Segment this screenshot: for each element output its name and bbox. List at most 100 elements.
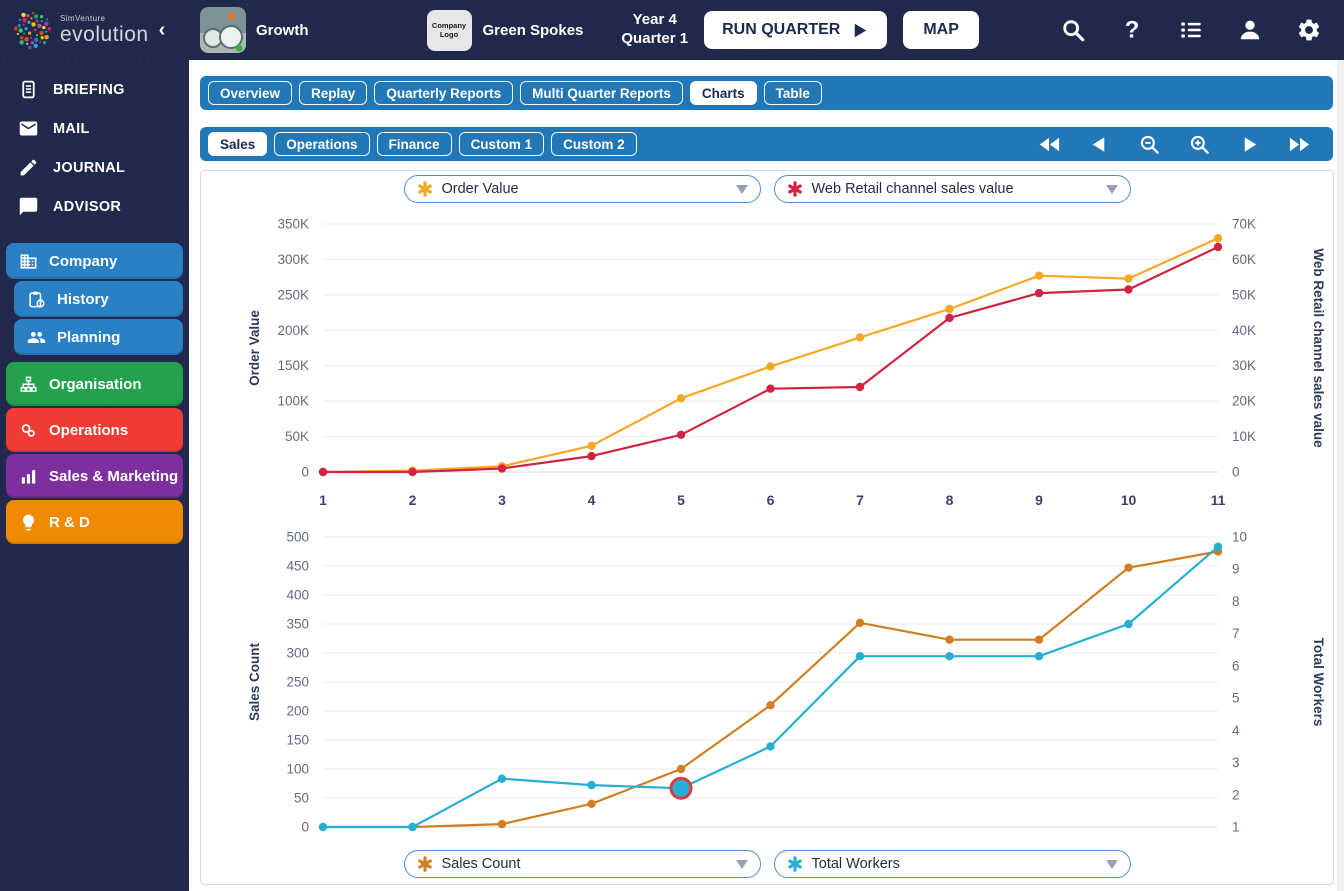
svg-text:10: 10 bbox=[1120, 492, 1136, 508]
data-point[interactable] bbox=[497, 820, 505, 828]
play-icon bbox=[850, 21, 869, 40]
list-icon[interactable] bbox=[1178, 17, 1204, 43]
sidebar-section-history[interactable]: History bbox=[14, 281, 183, 317]
data-point[interactable] bbox=[1034, 636, 1042, 644]
svg-text:5: 5 bbox=[677, 492, 685, 508]
data-point[interactable] bbox=[587, 442, 595, 450]
data-point[interactable] bbox=[587, 781, 595, 789]
data-point[interactable] bbox=[497, 775, 505, 783]
sidebar-section-r-d[interactable]: R & D bbox=[6, 500, 183, 544]
tab-multi-quarter-reports[interactable]: Multi Quarter Reports bbox=[520, 81, 683, 105]
run-quarter-button[interactable]: RUN QUARTER bbox=[704, 11, 887, 49]
data-point[interactable] bbox=[1213, 243, 1221, 251]
svg-text:2: 2 bbox=[408, 492, 416, 508]
data-point[interactable] bbox=[855, 652, 863, 660]
data-point[interactable] bbox=[676, 431, 684, 439]
data-point[interactable] bbox=[766, 701, 774, 709]
data-point[interactable] bbox=[1213, 234, 1221, 242]
journal-icon bbox=[18, 157, 39, 178]
sidebar-section-sales-marketing[interactable]: Sales & Marketing bbox=[6, 454, 183, 498]
zoom-out-button[interactable] bbox=[1138, 133, 1161, 156]
sidebar-section-planning[interactable]: Planning bbox=[14, 319, 183, 355]
subtab-sales[interactable]: Sales bbox=[208, 132, 267, 156]
subtab-custom-1[interactable]: Custom 1 bbox=[459, 132, 545, 156]
svg-text:50K: 50K bbox=[284, 429, 308, 444]
sidebar-item-mail[interactable]: MAIL bbox=[0, 109, 189, 148]
data-point[interactable] bbox=[497, 464, 505, 472]
data-point[interactable] bbox=[318, 823, 326, 831]
chart-top-svg[interactable]: 050K100K150K200K250K300K350K010K20K30K40… bbox=[205, 208, 1330, 513]
data-point[interactable] bbox=[1124, 274, 1132, 282]
data-point[interactable] bbox=[766, 362, 774, 370]
rnd-icon bbox=[19, 513, 38, 532]
highlighted-data-point[interactable] bbox=[671, 778, 691, 798]
data-point[interactable] bbox=[945, 636, 953, 644]
svg-text:1: 1 bbox=[319, 492, 327, 508]
series-selector-order-value[interactable]: Order Value bbox=[404, 175, 761, 203]
svg-text:10K: 10K bbox=[1232, 429, 1256, 444]
data-point[interactable] bbox=[1034, 652, 1042, 660]
sidebar-section-organisation[interactable]: Organisation bbox=[6, 362, 183, 406]
sidebar-item-advisor[interactable]: ADVISOR bbox=[0, 187, 189, 226]
sidebar-collapse-chevron-icon[interactable]: ‹ bbox=[159, 19, 166, 42]
search-icon[interactable] bbox=[1060, 17, 1086, 43]
series-selector-total-workers[interactable]: Total Workers bbox=[774, 850, 1131, 878]
data-point[interactable] bbox=[945, 652, 953, 660]
map-button[interactable]: MAP bbox=[903, 11, 979, 49]
sidebar: BRIEFING MAIL JOURNAL ADVISOR Company Hi… bbox=[0, 60, 189, 891]
step-back-button[interactable] bbox=[1088, 133, 1111, 156]
svg-text:30K: 30K bbox=[1232, 358, 1256, 373]
data-point[interactable] bbox=[1124, 620, 1132, 628]
settings-icon[interactable] bbox=[1296, 17, 1322, 43]
user-icon[interactable] bbox=[1237, 17, 1263, 43]
subtab-finance[interactable]: Finance bbox=[377, 132, 452, 156]
subtab-operations[interactable]: Operations bbox=[274, 132, 369, 156]
zoom-in-button[interactable] bbox=[1188, 133, 1211, 156]
data-point[interactable] bbox=[855, 333, 863, 341]
chart-bottom-svg[interactable]: 0501001502002503003504004505001234567891… bbox=[205, 523, 1330, 841]
svg-text:4: 4 bbox=[587, 492, 595, 508]
data-point[interactable] bbox=[855, 619, 863, 627]
rewind-button[interactable] bbox=[1038, 133, 1061, 156]
data-point[interactable] bbox=[1034, 289, 1042, 297]
data-point[interactable] bbox=[766, 385, 774, 393]
play-button[interactable] bbox=[1238, 133, 1261, 156]
company-name: Green Spokes bbox=[483, 22, 584, 39]
fast-forward-button[interactable] bbox=[1288, 133, 1311, 156]
data-point[interactable] bbox=[408, 468, 416, 476]
data-point[interactable] bbox=[676, 765, 684, 773]
svg-text:40K: 40K bbox=[1232, 323, 1256, 338]
sidebar-section-operations[interactable]: Operations bbox=[6, 408, 183, 452]
data-point[interactable] bbox=[408, 823, 416, 831]
history-icon bbox=[27, 290, 46, 309]
tab-overview[interactable]: Overview bbox=[208, 81, 292, 105]
sidebar-section-company[interactable]: Company bbox=[6, 243, 183, 279]
series-selector-web-retail-channel-sales-value[interactable]: Web Retail channel sales value bbox=[774, 175, 1131, 203]
data-point[interactable] bbox=[1034, 272, 1042, 280]
data-point[interactable] bbox=[945, 305, 953, 313]
sidebar-item-briefing[interactable]: BRIEFING bbox=[0, 70, 189, 109]
data-point[interactable] bbox=[676, 394, 684, 402]
tab-replay[interactable]: Replay bbox=[299, 81, 367, 105]
sidebar-item-journal[interactable]: JOURNAL bbox=[0, 148, 189, 187]
tab-quarterly-reports[interactable]: Quarterly Reports bbox=[374, 81, 513, 105]
data-point[interactable] bbox=[318, 468, 326, 476]
data-point[interactable] bbox=[587, 800, 595, 808]
data-point[interactable] bbox=[855, 383, 863, 391]
svg-text:300: 300 bbox=[286, 646, 309, 661]
series-selector-sales-count[interactable]: Sales Count bbox=[404, 850, 761, 878]
svg-text:8: 8 bbox=[945, 492, 953, 508]
data-point[interactable] bbox=[587, 452, 595, 460]
svg-text:250: 250 bbox=[286, 675, 309, 690]
page-gutter bbox=[1337, 60, 1344, 891]
help-icon[interactable]: ? bbox=[1119, 17, 1145, 43]
data-point[interactable] bbox=[1124, 285, 1132, 293]
subtab-custom-2[interactable]: Custom 2 bbox=[551, 132, 637, 156]
data-point[interactable] bbox=[1213, 543, 1221, 551]
data-point[interactable] bbox=[766, 742, 774, 750]
tab-table[interactable]: Table bbox=[764, 81, 822, 105]
tab-charts[interactable]: Charts bbox=[690, 81, 757, 105]
data-point[interactable] bbox=[1124, 564, 1132, 572]
svg-text:4: 4 bbox=[1232, 723, 1240, 738]
data-point[interactable] bbox=[945, 314, 953, 322]
